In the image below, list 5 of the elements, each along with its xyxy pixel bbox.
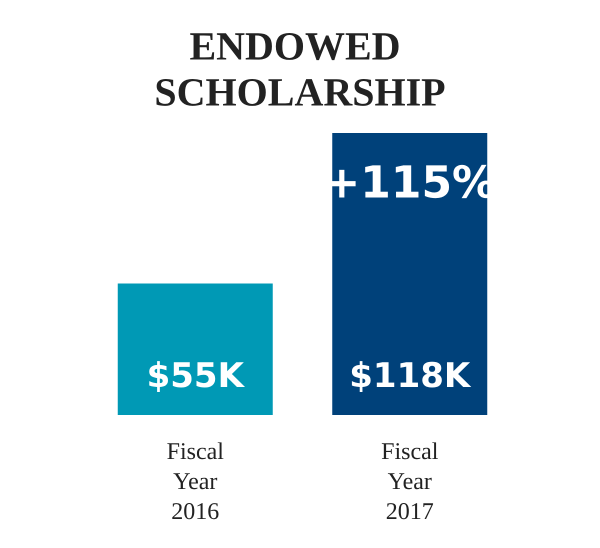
data-label: $55K (146, 356, 246, 396)
x-tick-label: Fiscal Year 2017 (381, 439, 439, 525)
chart-title: ENDOWED SCHOLARSHIP (154, 24, 446, 114)
x-tick-label: Fiscal Year 2016 (166, 439, 224, 525)
data-label: $118K (349, 356, 472, 396)
